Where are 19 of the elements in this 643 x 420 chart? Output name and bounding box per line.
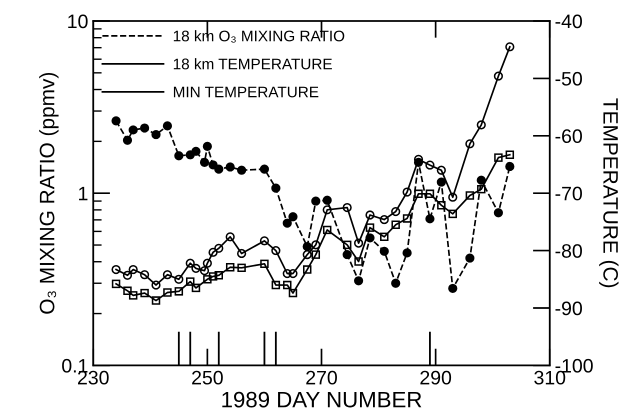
y2-tick-label: -60 xyxy=(555,129,582,144)
x-tick-label: 290 xyxy=(420,370,452,385)
y2-tick-label: -40 xyxy=(555,14,582,28)
x-tick-label: 270 xyxy=(306,370,337,385)
y2-tick-label: -80 xyxy=(555,244,582,258)
y-tick-label: 10 xyxy=(68,14,88,28)
legend-label: 18 km TEMPERATURE xyxy=(174,58,332,70)
y2-tick-label: -50 xyxy=(555,72,582,86)
x-axis-title: 1989 DAY NUMBER xyxy=(222,392,422,408)
y-axis-title: O₃ MIXING RATIO (ppmv) xyxy=(39,72,59,314)
legend-label: 18 km O₃ MIXING RATIO xyxy=(174,30,344,43)
y2-tick-label: -90 xyxy=(555,301,582,316)
x-tick-label: 250 xyxy=(192,370,223,385)
legend-label: MIN TEMPERATURE xyxy=(174,86,318,98)
y2-tick-label: -100 xyxy=(555,358,593,373)
y2-tick-label: -70 xyxy=(555,186,582,200)
y-tick-label: 1 xyxy=(79,186,88,200)
x-tick-label: 310 xyxy=(534,370,566,385)
y2-axis-title: TEMPERATURE (C) xyxy=(599,98,619,288)
